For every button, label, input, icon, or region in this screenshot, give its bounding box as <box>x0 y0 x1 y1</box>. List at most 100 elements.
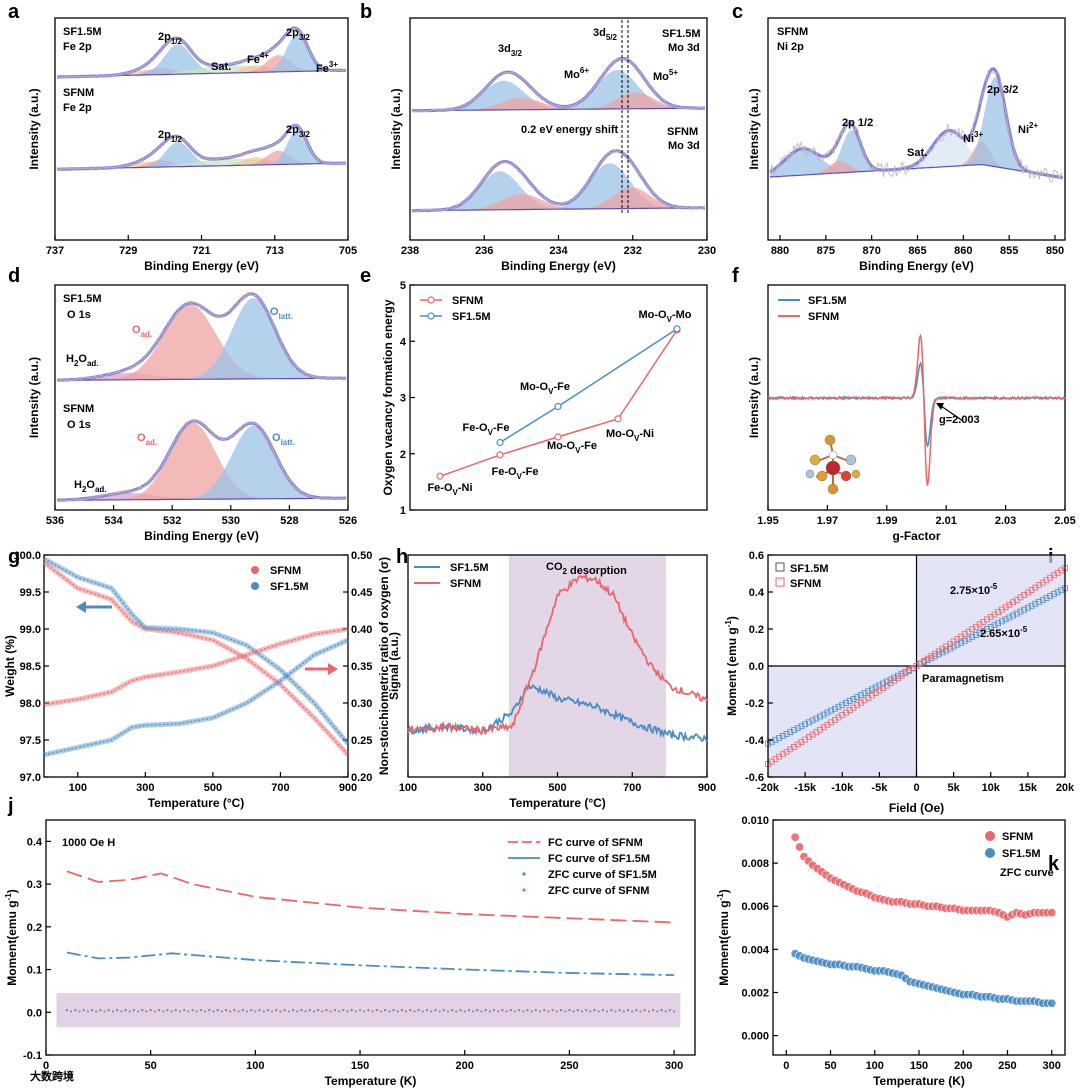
panel-j-zfc-point-sfnm <box>162 1010 165 1013</box>
panel-d-top-background <box>57 377 346 381</box>
panel-b-letter: b <box>360 1 372 23</box>
panel-a-x-tick-label: 737 <box>46 245 64 257</box>
panel-j-zfc-point-sf15m <box>618 1009 621 1012</box>
panel-e-label-feovni-part: -Ni <box>458 482 473 494</box>
panel-k-x-tick-label: 100 <box>866 1060 884 1072</box>
panel-i-point-SF1.5M <box>768 738 775 745</box>
panel-c-ni3-label-part: 3+ <box>974 130 983 139</box>
panel-j-zfc-point-sf15m <box>467 1009 470 1012</box>
panel-j-letter: j <box>7 795 14 817</box>
panel-f-g-label: g=2.003 <box>939 414 980 426</box>
panel-a-peak-2p32-bottom-part: 2p <box>286 124 299 136</box>
panel-c-x-tick-label: 870 <box>862 245 880 257</box>
panel-j-zfc-point-sf15m <box>325 1009 328 1012</box>
panel-j-zfc-point-sfnm <box>455 1010 458 1013</box>
panel-i-xlabel: Field (Oe) <box>889 801 944 815</box>
panel-a-orbital-bottom: Fe 2p <box>63 102 92 114</box>
panel-h-x-tick-label: 300 <box>474 782 492 794</box>
panel-b-bottom-component-3 <box>412 187 705 211</box>
panel-j-zfc-point-sfnm <box>564 1010 567 1013</box>
panel-g-yright-tick-label: 0.45 <box>351 587 372 599</box>
panel-d-oad-bottom-part: ad. <box>146 438 158 447</box>
panel-b-peak-3d52-part: 5/2 <box>606 33 618 42</box>
panel-f-molecule-inset <box>805 434 861 495</box>
panel-d-h2oad-bottom-part: 2 <box>82 485 87 494</box>
panel-k-x-tick-label: 250 <box>998 1060 1016 1072</box>
panel-c-component-5 <box>770 76 1063 178</box>
panel-j-legend-marker <box>522 872 526 876</box>
panel-a-top-raw-data <box>56 27 347 79</box>
panel-j-zfc-point-sfnm <box>229 1010 232 1013</box>
panel-k-point-SFNM <box>790 832 800 842</box>
panel-j-zfc-point-sfnm <box>505 1010 508 1013</box>
panel-d-top-raw-data <box>57 293 347 382</box>
panel-e-label-moovfe-nm-part: Mo-O <box>547 440 576 452</box>
panel-g-yright-tick-label: 0.40 <box>351 624 372 636</box>
panel-j-zfc-point-sfnm <box>170 1010 173 1013</box>
panel-j-zfc-point-sf15m <box>551 1009 554 1012</box>
panel-e-point <box>673 325 681 333</box>
panel-b-bottom-component-0 <box>412 171 705 211</box>
panel-j-zfc-point-sf15m <box>166 1009 169 1012</box>
panel-b-shift-label: 0.2 eV energy shift <box>521 124 619 136</box>
panel-d-top-component-2 <box>57 298 346 381</box>
panel-j-zfc-point-sf15m <box>367 1009 370 1012</box>
panel-g-yright-tick-label: 0.20 <box>351 772 372 784</box>
panel-g-curve-markers-SF1.5M-right <box>43 639 349 756</box>
panel-i-point-SF1.5M <box>1036 598 1042 605</box>
panel-j-zfc-point-sfnm <box>296 1010 299 1013</box>
panel-a-xlabel: Binding Energy (eV) <box>144 259 259 273</box>
panel-i-point-SF1.5M <box>891 674 898 681</box>
panel-j-zfc-point-sfnm <box>413 1010 416 1013</box>
panel-k-x-tick-label: 150 <box>910 1060 928 1072</box>
panel-i-point-SF1.5M <box>791 727 797 734</box>
panel-i-ylabel-part: -1 <box>724 620 733 628</box>
panel-i-point-SF1.5M <box>869 686 875 693</box>
panel-j-y-tick-label: 0.3 <box>27 879 42 891</box>
panel-j-zfc-point-sf15m <box>283 1009 286 1012</box>
panel-a-letter: a <box>8 1 20 23</box>
panel-a-peak-2p12-top-part: 1/2 <box>171 37 183 46</box>
panel-i-point-SF1.5M <box>1050 591 1057 598</box>
panel-i-ylabel: Moment (emu g-1) <box>724 616 739 716</box>
panel-j-zfc-point-sf15m <box>141 1009 144 1012</box>
panel-j-zfc-point-sf15m <box>576 1009 579 1012</box>
panel-j-zfc-point-sf15m <box>65 1009 69 1012</box>
panel-j-zfc-point-sf15m <box>610 1009 613 1012</box>
panel-b-top-raw-data <box>411 57 706 113</box>
panel-c-ni3-label: Ni3+ <box>963 130 983 145</box>
panel-f-molecule-atom <box>840 470 852 482</box>
panel-c-frame <box>767 17 1066 241</box>
panel-e-label-moovfe-nm-part: V <box>575 446 581 455</box>
panel-a-sample-bottom: SFNM <box>63 87 94 99</box>
panel-e-point <box>554 433 562 441</box>
panel-j-zfc-point-sfnm <box>153 1010 156 1013</box>
panel-j-zfc-point-sf15m <box>434 1009 437 1012</box>
panel-j-zfc-point-sf15m <box>601 1009 604 1012</box>
panel-i-point-SF1.5M <box>779 733 786 739</box>
panel-b-mo6-label-part: Mo <box>564 69 580 81</box>
panel-d-ylabel: Intensity (a.u.) <box>27 357 41 438</box>
panel-e-label-moovfe-15-part: -Fe <box>553 381 570 393</box>
panel-b-xlabel: Binding Energy (eV) <box>501 259 616 273</box>
panel-i-y-tick-label: 0.2 <box>749 624 764 636</box>
panel-b-bottom-background <box>412 207 705 212</box>
panel-j-zfc-point-sfnm <box>329 1010 332 1013</box>
panel-j-zfc-point-sf15m <box>300 1009 303 1012</box>
panel-d-olatt-top: Olatt. <box>270 306 293 321</box>
panel-j-zfc-point-sfnm <box>128 1010 131 1013</box>
panel-j-zfc-point-sfnm <box>572 1010 575 1013</box>
panel-i-point-SF1.5M <box>813 715 820 722</box>
panel-c-ni2-label: Ni2+ <box>1018 121 1038 136</box>
panel-d-h2oad-bottom-part: O <box>86 479 95 491</box>
panel-d-x-tick-label: 532 <box>163 515 181 527</box>
panel-j-zfc-point-sfnm <box>656 1010 659 1013</box>
panel-e-label-feovfe-15: Fe-OV-Fe <box>463 422 510 437</box>
panel-j-zfc-point-sf15m <box>409 1009 412 1012</box>
panel-c-component-2 <box>770 160 1063 178</box>
panel-j-zfc-point-sf15m <box>375 1009 378 1012</box>
panel-i-point-SF1.5M <box>954 641 961 648</box>
panel-d-x-tick-label: 526 <box>339 515 357 527</box>
panel-i-point-SF1.5M <box>1021 606 1028 613</box>
panel-a-bottom-component-6 <box>57 130 346 170</box>
